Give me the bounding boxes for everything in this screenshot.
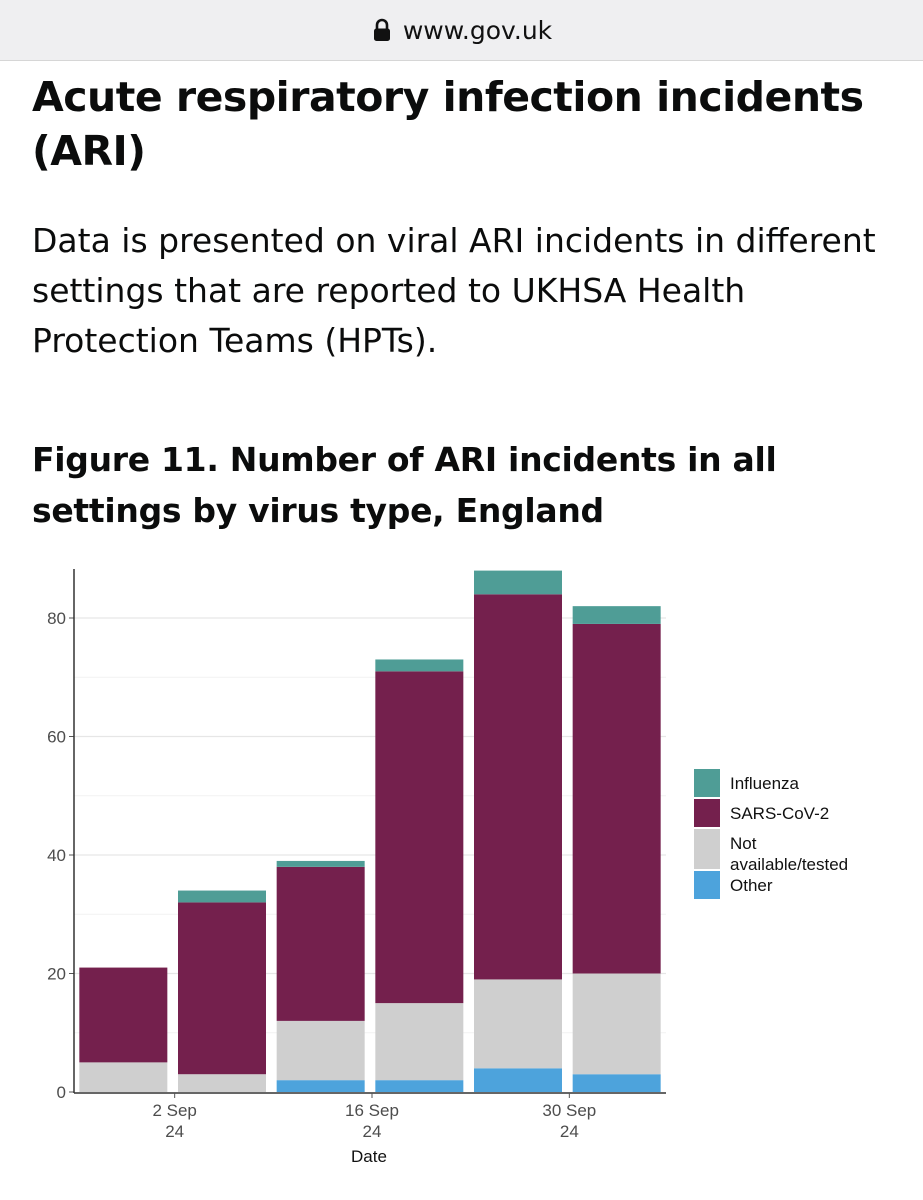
page-title: Acute respiratory infection incidents (A… [32,73,864,175]
x-tick-label: 24 [165,1122,184,1141]
legend-label: Not [730,834,757,853]
bar-segment-not-available-tested [276,1020,365,1081]
bar-segment-sars-cov-2 [474,594,562,980]
x-tick-label: 24 [560,1122,579,1141]
bar-segment-not-available-tested [178,1074,266,1092]
y-tick-label: 80 [47,609,66,628]
bar-segment-not-available-tested [79,1062,168,1092]
legend-label: SARS-CoV-2 [730,804,829,823]
bar-segment-influenza [474,570,562,595]
y-tick-label: 40 [47,846,66,865]
url-text: www.gov.uk [402,15,553,45]
x-axis-title: Date [351,1147,387,1166]
bar-segment-sars-cov-2 [178,902,266,1075]
legend-swatch-not-available-tested [694,829,720,869]
legend-swatch-influenza [694,769,720,797]
bar-segment-influenza [572,606,661,624]
y-tick-label: 20 [47,965,66,984]
bar-segment-sars-cov-2 [79,967,168,1063]
ari-incidents-stacked-bar-chart: 0 20 40 60 80 2 Sep 24 16 Sep 24 30 Sep 24 Date Infl… [47,569,848,1166]
intro-paragraph: Data is presented on viral ARI incidents… [32,221,876,360]
legend-label: available/tested [730,855,848,874]
address-bar-content: www.gov.uk [371,16,552,45]
x-tick-label: 2 Sep [152,1101,196,1120]
x-tick-label: 16 Sep [345,1101,399,1120]
bar-segment-influenza [276,860,365,867]
bar-segment-other [276,1080,365,1092]
bar-segment-not-available-tested [572,973,661,1075]
legend-label: Other [730,876,773,895]
bar-segment-sars-cov-2 [572,623,661,974]
y-tick-label: 0 [57,1083,66,1102]
bar-segment-sars-cov-2 [276,866,365,1021]
legend-swatch-sars-cov-2 [694,799,720,827]
bar-segment-other [375,1080,464,1092]
x-tick-label: 30 Sep [542,1101,596,1120]
browser-address-bar[interactable]: www.gov.uk [0,0,923,61]
figure-title: Figure 11. Number of ARI incidents in al… [32,440,777,530]
bar-segment-not-available-tested [474,979,562,1069]
bar-segment-sars-cov-2 [375,671,464,1004]
legend-swatch-other [694,871,720,899]
bar-segment-other [572,1074,661,1092]
lock-icon [371,18,393,42]
bar-segment-influenza [178,890,266,903]
y-tick-label: 60 [47,728,66,747]
x-tick-label: 24 [363,1122,382,1141]
legend-label: Influenza [730,774,800,793]
bar-segment-influenza [375,659,464,672]
bar-segment-not-available-tested [375,1003,464,1081]
bar-segment-other [474,1068,562,1092]
